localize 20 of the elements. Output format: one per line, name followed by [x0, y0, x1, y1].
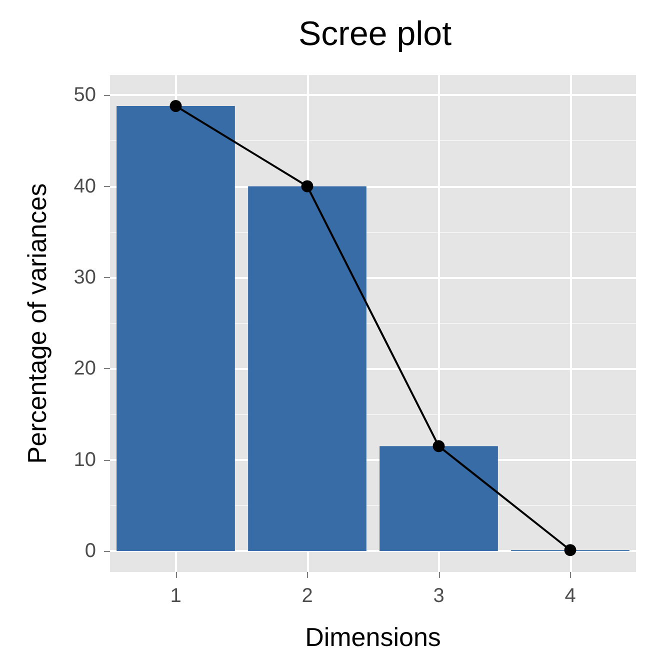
x-axis-title: Dimensions: [305, 622, 441, 652]
y-tick-label: 20: [74, 358, 96, 380]
point: [301, 180, 314, 192]
bar: [116, 106, 235, 552]
bar: [380, 446, 498, 552]
y-tick-label: 0: [84, 540, 96, 562]
point: [432, 440, 445, 452]
x-tick-label: 4: [564, 585, 576, 607]
x-tick-label: 3: [433, 585, 444, 607]
y-axis-title: Percentage of variances: [22, 183, 52, 464]
point: [170, 100, 182, 112]
x-tick-label: 2: [302, 585, 313, 607]
y-tick-label: 30: [74, 266, 96, 288]
chart-title: Scree plot: [298, 15, 452, 53]
x-tick-label: 1: [170, 585, 182, 607]
y-tick-label: 10: [74, 448, 96, 471]
point: [564, 544, 576, 556]
bar: [248, 186, 366, 552]
y-tick-label: 50: [74, 84, 96, 106]
y-tick-label: 40: [74, 175, 96, 198]
